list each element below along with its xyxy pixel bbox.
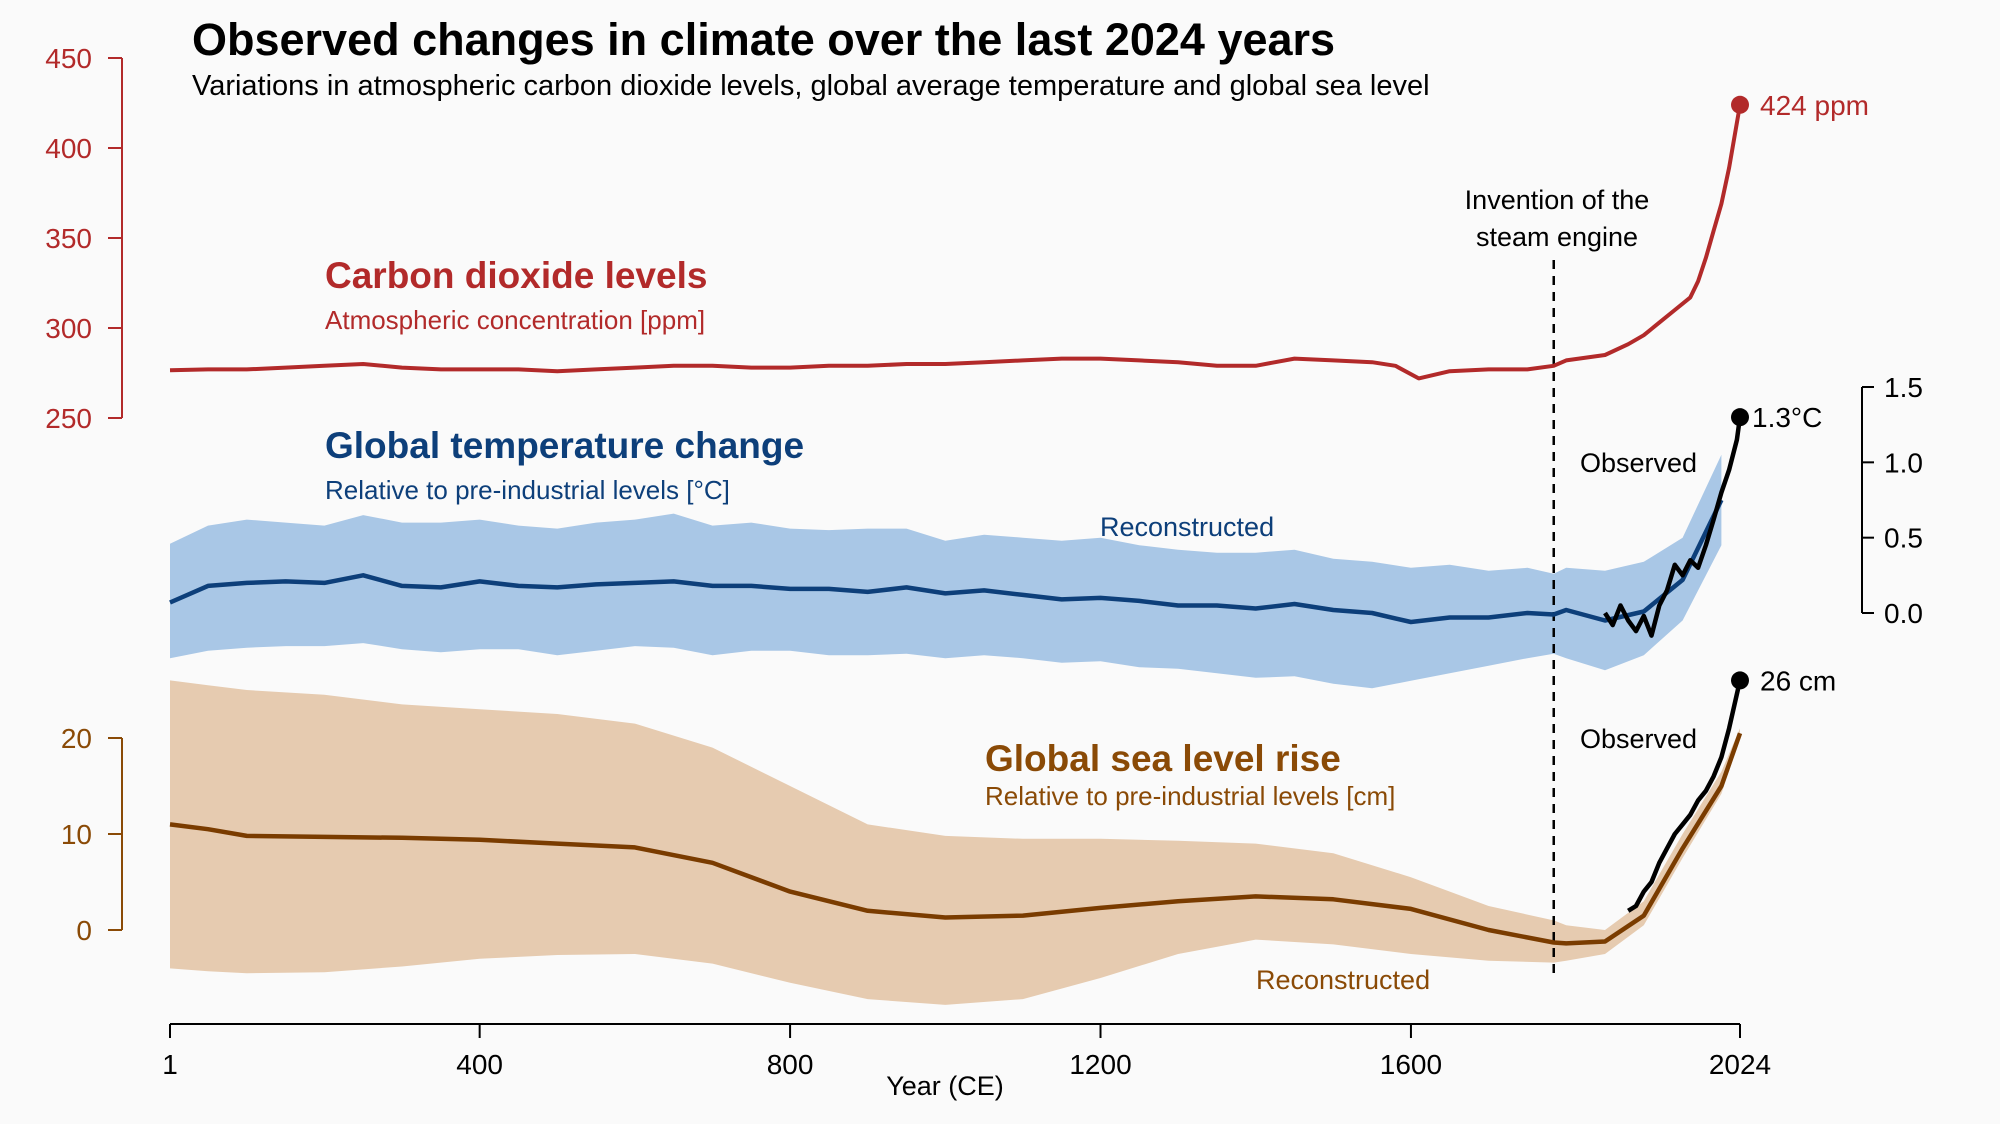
co2-end-label: 424 ppm	[1760, 90, 1869, 121]
temp-uncertainty-band	[170, 454, 1722, 689]
sea-reconstructed-line	[169, 732, 1743, 946]
x-axis-tick-label: 800	[767, 1049, 814, 1080]
co2-axis-tick-label: 400	[45, 133, 92, 164]
temp-reconstructed-line	[169, 499, 1724, 625]
co2-axis-tick-label: 250	[45, 403, 92, 434]
temp-axis-tick-label: 1.0	[1884, 447, 1923, 478]
sea-axis-tick-label: 20	[61, 723, 92, 754]
temp-observed-line	[1603, 416, 1743, 638]
sea-observed-label: Observed	[1580, 724, 1697, 754]
temp-axis-tick-label: 0.0	[1884, 598, 1923, 629]
co2-axis-tick-label: 450	[45, 43, 92, 74]
co2-end-dot	[1731, 95, 1749, 114]
sea-end-dot	[1731, 671, 1749, 690]
temp-reconstructed-label: Reconstructed	[1100, 512, 1274, 542]
sea-series-title: Global sea level rise	[985, 738, 1341, 779]
steam-engine-label-line1: Invention of the	[1465, 185, 1650, 215]
co2-series-subtitle: Atmospheric concentration [ppm]	[325, 305, 705, 335]
sea-axis-tick-label: 0	[76, 915, 92, 946]
x-axis-tick-label: 1200	[1069, 1049, 1131, 1080]
co2-axis-tick-label: 350	[45, 223, 92, 254]
sea-reconstructed-label: Reconstructed	[1256, 965, 1430, 995]
co2-line	[169, 104, 1742, 381]
sea-uncertainty-band	[170, 680, 1740, 1005]
co2-axis-tick-label: 300	[45, 313, 92, 344]
sea-end-label: 26 cm	[1760, 665, 1836, 696]
sea-observed-line	[1627, 679, 1743, 913]
temp-series-subtitle: Relative to pre-industrial levels [°C]	[325, 475, 730, 505]
temp-axis-tick-label: 0.5	[1884, 523, 1923, 554]
lines-layer: 424 ppm 1.3°C 26 cm	[169, 90, 1869, 980]
x-axis-tick-label: 1	[162, 1049, 178, 1080]
temp-observed-label: Observed	[1580, 448, 1697, 478]
temp-end-label: 1.3°C	[1752, 402, 1822, 433]
temp-axis-tick-label: 1.5	[1884, 372, 1923, 403]
temp-end-dot	[1731, 408, 1749, 427]
temp-series-title: Global temperature change	[325, 425, 804, 466]
x-axis-tick-label: 1600	[1380, 1049, 1442, 1080]
axes-layer: 450 400 350 300 250 1.5 1.0 0.5 0.0 20 10 0 1 400 800 1…	[45, 43, 1923, 1080]
sea-series-subtitle: Relative to pre-industrial levels [cm]	[985, 781, 1395, 811]
x-axis-label: Year (CE)	[886, 1071, 1004, 1101]
chart-subtitle: Variations in atmospheric carbon dioxide…	[192, 70, 1430, 102]
x-axis-tick-label: 2024	[1709, 1049, 1771, 1080]
steam-engine-label-line2: steam engine	[1476, 222, 1638, 252]
x-axis-tick-label: 400	[456, 1049, 503, 1080]
sea-axis-tick-label: 10	[61, 819, 92, 850]
co2-series-title: Carbon dioxide levels	[325, 255, 707, 296]
chart-title: Observed changes in climate over the las…	[192, 14, 1336, 65]
bands-layer	[170, 454, 1740, 1005]
